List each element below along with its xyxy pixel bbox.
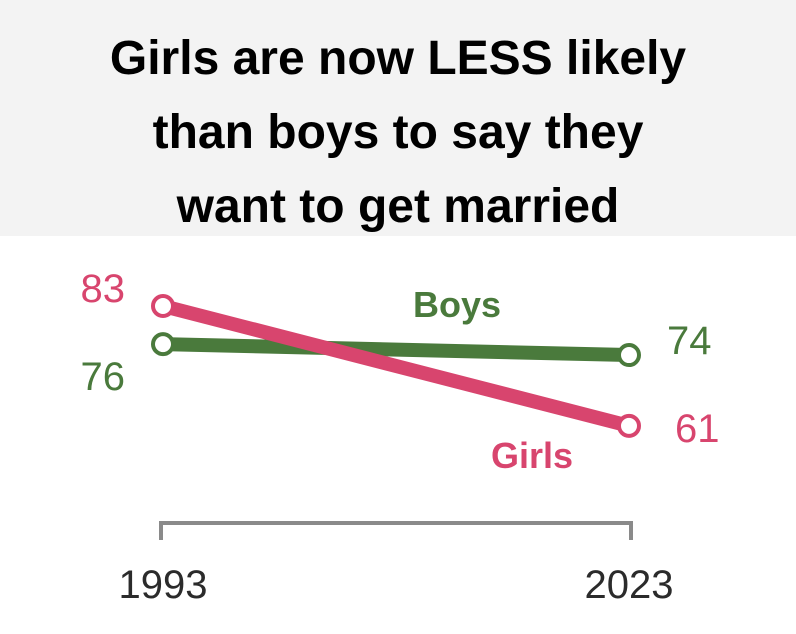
title-line-1: Girls are now LESS likely: [109, 32, 687, 85]
title-line-3: want to get married: [176, 180, 620, 233]
girls-line: [156, 299, 636, 433]
girls-point-start: [151, 294, 175, 318]
x-axis-bracket: [159, 521, 633, 540]
boys-value-label-start: 76: [81, 355, 126, 399]
series-girls: 83 61 Girls: [81, 267, 720, 476]
girls-point-end: [617, 413, 641, 438]
boys-value-label-end: 74: [667, 319, 712, 363]
series-boys: 76 74 Boys: [81, 284, 712, 399]
boys-point-start: [151, 332, 175, 357]
boys-series-label: Boys: [413, 284, 501, 325]
x-axis: 1993 2023: [119, 521, 674, 607]
boys-point-end: [617, 343, 641, 368]
chart-title: Girls are now LESS likely than boys to s…: [0, 22, 796, 244]
title-line-2: than boys to say they: [152, 106, 644, 159]
girls-value-label-start: 83: [81, 267, 126, 311]
title-band: [0, 0, 796, 236]
girls-series-label: Girls: [491, 435, 573, 476]
x-tick-label-end: 2023: [585, 563, 674, 607]
x-tick-label-start: 1993: [119, 563, 208, 607]
boys-line: [156, 337, 636, 363]
girls-value-label-end: 61: [675, 407, 720, 451]
